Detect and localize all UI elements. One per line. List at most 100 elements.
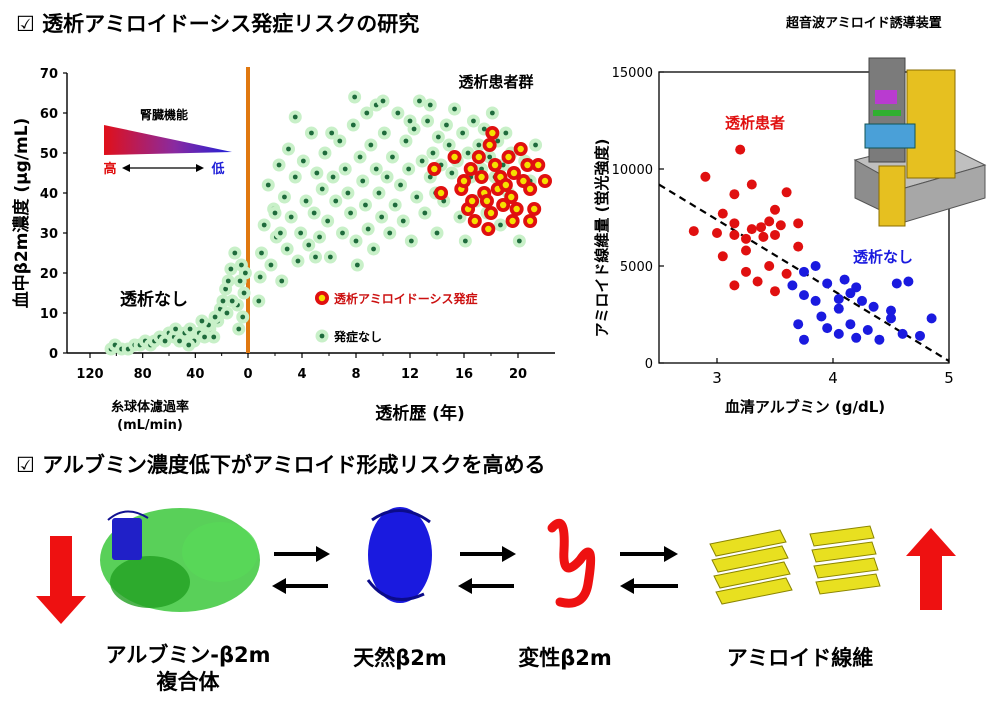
equilibrium-arrows-1 [272,546,330,594]
group-label-no-dialysis-blue: 透析なし [853,248,913,266]
no-onset-point [390,154,395,160]
y-tick-label: 60 [40,107,58,122]
dialysis-point [770,204,780,215]
no-onset-point [352,94,358,100]
y-axis-label-fibril: アミロイド線維量 (蛍光強度) [593,139,611,338]
amyloid-fibril-structure [709,525,881,605]
kidney-low-label: 低 [210,161,224,177]
no-onset-point [411,126,417,132]
dialysis-point [717,208,728,219]
no-onset-point [398,182,403,188]
non-dialysis-point [810,261,821,271]
no-onset-point [353,238,359,244]
no-onset-point [449,170,455,176]
no-onset-point [403,138,409,144]
gfr-point [162,338,168,344]
gfr-point [228,266,234,272]
gfr-point [187,326,193,332]
dialysis-point [775,220,786,231]
no-onset-point [487,154,493,160]
no-onset-point [384,174,390,180]
no-onset-point [357,154,363,160]
no-onset-point [381,130,387,136]
dialysis-point [770,229,780,240]
no-onset-point [286,146,291,152]
gfr-point [177,338,182,344]
heading-albumin: ☑ アルブミン濃度低下がアミロイド形成リスクを高める [16,453,546,477]
x-axis-label-gfr-line2: (mL/min) [117,418,183,433]
no-onset-point [313,254,318,260]
gfr-point [202,334,207,340]
onset-point-core [541,177,549,185]
dialysis-point [735,144,746,155]
non-dialysis-point [886,305,896,316]
no-onset-point [333,198,339,204]
onset-point-core [517,145,524,153]
increase-arrow [906,528,956,610]
no-onset-point [261,222,267,228]
no-onset-point [265,182,271,188]
no-onset-point [284,246,290,252]
legend-onset-marker-core [318,294,326,302]
legend-onset-label: 透析アミロイドーシス発症 [334,291,478,306]
no-onset-point [373,166,379,172]
no-onset-point [425,118,430,124]
onset-point-core [520,177,527,185]
no-onset-point [345,190,351,196]
x-tick-label: 5 [944,369,954,387]
albumin-complex-structure [100,508,260,612]
non-dialysis-point [886,313,896,324]
dialysis-point [700,171,711,182]
no-onset-point [327,254,333,260]
no-onset-point [452,106,457,112]
onset-point-core [499,201,507,209]
group-label-no-dialysis: 透析なし [120,289,188,310]
no-onset-point [495,138,501,144]
no-onset-point [460,130,466,136]
albumin-chart: 0 5000 10000 15000 3 4 5 透析患者 透析なし アミロイド線維量 (… [593,57,987,416]
kidney-function-wedge [104,125,232,155]
non-dialysis-point [799,266,809,277]
non-dialysis-point [833,303,844,314]
onset-point-core [491,161,499,169]
onset-point-core [505,153,512,161]
no-onset-point [298,230,304,236]
onset-point-core [471,217,478,225]
onset-point-core [526,217,534,225]
non-dialysis-point [810,295,821,306]
no-onset-point [272,210,278,216]
no-onset-point [354,262,360,268]
dialysis-point [793,241,804,252]
group-label-dialysis: 透析患者 [725,114,785,132]
no-onset-point [408,238,414,244]
x-axis-label-dialysis-years: 透析歴 (年) [375,403,464,424]
dialysis-point [764,216,775,227]
no-onset-point [481,126,487,132]
onset-point-core [475,153,483,161]
dialysis-point [729,229,740,240]
no-onset-point [419,158,425,164]
no-onset-point [427,102,433,108]
no-onset-point [364,110,370,116]
dialysis-point [770,286,780,297]
no-onset-point [295,258,301,264]
gfr-point [186,342,192,348]
onset-point-core [486,141,493,149]
dialysis-point [746,179,757,190]
no-onset-point [427,174,433,180]
onset-point-core [468,197,476,205]
non-dialysis-point [839,274,850,285]
gfr-point [211,334,217,340]
label-albumin-complex-line1: アルブミン-β2m [105,643,271,667]
no-onset-point [282,194,287,200]
no-onset-point [376,190,382,196]
label-native-b2m: 天然β2m [353,646,447,670]
y-tick-label: 0 [49,347,58,362]
onset-point-core [487,209,495,217]
no-onset-point [457,214,463,220]
pathway-diagram [36,507,956,624]
no-onset-point [434,230,440,236]
no-onset-point [430,150,436,156]
no-onset-point [516,238,522,244]
heading-study: ☑ 透析アミロイドーシス発症リスクの研究 [16,12,420,36]
